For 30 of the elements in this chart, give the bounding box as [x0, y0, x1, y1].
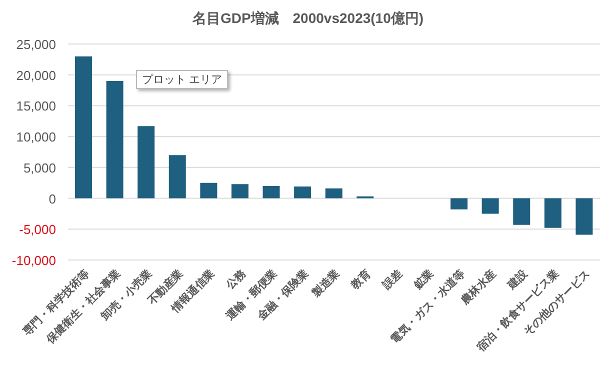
bar [576, 198, 593, 235]
bar [294, 186, 312, 198]
x-tick-label: 公務 [222, 266, 249, 292]
y-tick-label: 10,000 [16, 130, 56, 145]
y-tick-label: 25,000 [16, 37, 56, 52]
bar [325, 188, 342, 198]
x-tick-label: 製造業 [308, 266, 342, 300]
bar [200, 182, 218, 198]
bar [168, 155, 186, 198]
bar [482, 198, 499, 214]
tooltip-box: プロット エリア [136, 70, 228, 89]
x-tick-label: 誤差 [379, 266, 405, 292]
bar [106, 81, 124, 198]
x-tick-label: 教育 [348, 266, 374, 292]
bar [231, 184, 248, 198]
bar [450, 198, 468, 210]
y-tick-label: 20,000 [16, 68, 56, 83]
x-tick-label: 建設 [504, 266, 531, 292]
y-tick-label: -5,000 [19, 222, 56, 238]
bar [138, 126, 155, 198]
bar [544, 198, 562, 228]
y-tick-label: 15,000 [16, 98, 56, 114]
x-tick-label: 鉱業 [410, 266, 436, 292]
y-tick-label: 0 [48, 191, 56, 206]
bar [513, 198, 530, 225]
y-tick-label: -10,000 [12, 253, 56, 268]
chart-title: 名目GDP増減 2000vs2023(10億円) [191, 10, 425, 28]
y-tick-label: 5,000 [23, 160, 56, 176]
bar [262, 186, 280, 198]
bar [75, 56, 92, 198]
